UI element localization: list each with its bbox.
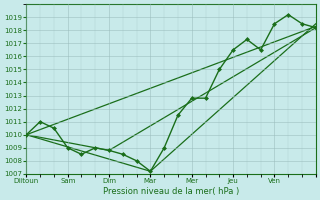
X-axis label: Pression niveau de la mer( hPa ): Pression niveau de la mer( hPa )	[103, 187, 239, 196]
